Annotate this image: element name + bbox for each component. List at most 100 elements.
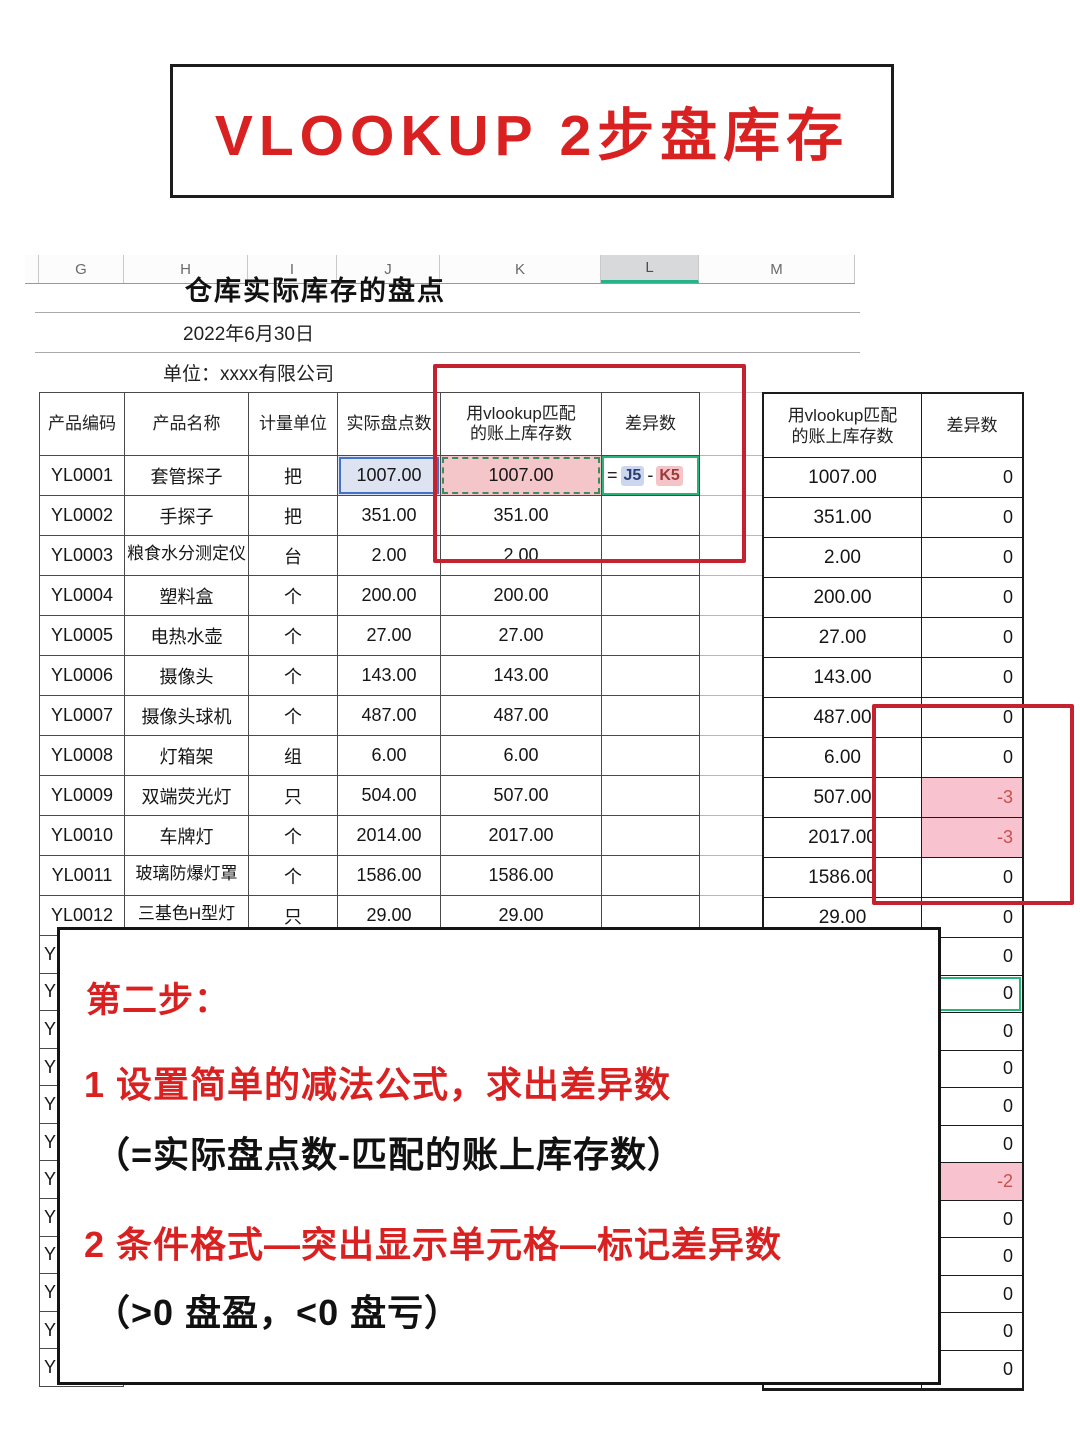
cell-name[interactable]: 灯箱架 [125, 736, 249, 776]
cell-unit[interactable]: 把 [249, 456, 338, 496]
cell-code[interactable]: YL0009 [40, 776, 125, 816]
panel-cell-diff[interactable]: -3 [922, 778, 1022, 818]
cell-book[interactable]: 200.00 [441, 576, 602, 616]
cell-code[interactable]: YL0011 [40, 856, 125, 896]
cell-actual[interactable]: 200.00 [338, 576, 441, 616]
cell-code[interactable]: YL0003 [40, 536, 125, 576]
panel-cell-diff[interactable]: 0 [922, 738, 1022, 778]
cell-unit[interactable]: 只 [249, 776, 338, 816]
cell-empty[interactable] [700, 736, 763, 776]
cell-diff[interactable] [602, 656, 700, 696]
cell-empty[interactable] [700, 856, 763, 896]
panel-cell-diff[interactable]: 0 [922, 618, 1022, 658]
cell-code[interactable]: YL0002 [40, 496, 125, 536]
cell-code[interactable]: YL0001 [40, 456, 125, 496]
cell-actual[interactable]: 351.00 [338, 496, 441, 536]
cell-diff[interactable] [602, 496, 700, 536]
column-header-L[interactable]: L [601, 255, 699, 283]
cell-book[interactable]: 2017.00 [441, 816, 602, 856]
column-header-J[interactable]: J [337, 255, 440, 283]
cell-book[interactable]: 2.00 [441, 536, 602, 576]
cell-actual[interactable]: 2.00 [338, 536, 441, 576]
panel-cell-book[interactable]: 27.00 [764, 618, 922, 658]
panel-cell-book[interactable]: 2017.00 [764, 818, 922, 858]
panel-cell-diff[interactable]: 0 [922, 538, 1022, 578]
cell-empty[interactable] [700, 616, 763, 656]
cell-diff[interactable] [602, 856, 700, 896]
cell-diff[interactable] [602, 736, 700, 776]
cell-unit[interactable]: 台 [249, 536, 338, 576]
cell-name[interactable]: 粮食水分测定仪 [125, 536, 249, 576]
cell-actual[interactable]: 143.00 [338, 656, 441, 696]
cell-name[interactable]: 塑料盒 [125, 576, 249, 616]
cell-diff[interactable] [602, 696, 700, 736]
panel-cell-book[interactable]: 2.00 [764, 538, 922, 578]
cell-name[interactable]: 套管探子 [125, 456, 249, 496]
cell-book[interactable]: 487.00 [441, 696, 602, 736]
panel-cell-diff[interactable]: 0 [922, 578, 1022, 618]
cell-empty[interactable] [700, 696, 763, 736]
column-header-M[interactable]: M [699, 255, 855, 283]
cell-name[interactable]: 车牌灯 [125, 816, 249, 856]
cell-diff[interactable]: = J5- K5 [602, 456, 700, 496]
cell-diff[interactable] [602, 576, 700, 616]
cell-diff[interactable] [602, 536, 700, 576]
cell-unit[interactable]: 组 [249, 736, 338, 776]
panel-cell-book[interactable]: 487.00 [764, 698, 922, 738]
cell-diff[interactable] [602, 776, 700, 816]
panel-cell-book[interactable]: 143.00 [764, 658, 922, 698]
cell-name[interactable]: 摄像头 [125, 656, 249, 696]
panel-cell-book[interactable]: 6.00 [764, 738, 922, 778]
cell-unit[interactable]: 个 [249, 616, 338, 656]
cell-unit[interactable]: 个 [249, 856, 338, 896]
cell-code[interactable]: YL0008 [40, 736, 125, 776]
column-header-H[interactable]: H [124, 255, 248, 283]
cell-empty[interactable] [700, 656, 763, 696]
panel-cell-diff[interactable]: -3 [922, 818, 1022, 858]
panel-cell-diff[interactable]: 0 [922, 498, 1022, 538]
cell-empty[interactable] [700, 816, 763, 856]
cell-empty[interactable] [700, 776, 763, 816]
cell-book[interactable]: 1007.00 [441, 456, 602, 496]
panel-cell-book[interactable]: 351.00 [764, 498, 922, 538]
cell-name[interactable]: 摄像头球机 [125, 696, 249, 736]
cell-name[interactable]: 双端荧光灯 [125, 776, 249, 816]
cell-actual[interactable]: 487.00 [338, 696, 441, 736]
panel-cell-book[interactable]: 1586.00 [764, 858, 922, 898]
cell-book[interactable]: 27.00 [441, 616, 602, 656]
cell-diff[interactable] [602, 816, 700, 856]
panel-cell-book[interactable]: 1007.00 [764, 458, 922, 498]
cell-unit[interactable]: 个 [249, 816, 338, 856]
cell-actual[interactable]: 1586.00 [338, 856, 441, 896]
column-header-K[interactable]: K [440, 255, 601, 283]
cell-name[interactable]: 手探子 [125, 496, 249, 536]
cell-name[interactable]: 玻璃防爆灯罩 [125, 856, 249, 896]
cell-empty[interactable] [700, 496, 763, 536]
cell-code[interactable]: YL0004 [40, 576, 125, 616]
column-header-G[interactable]: G [39, 255, 124, 283]
cell-unit[interactable]: 个 [249, 656, 338, 696]
cell-unit[interactable]: 个 [249, 576, 338, 616]
cell-empty[interactable] [700, 536, 763, 576]
cell-book[interactable]: 507.00 [441, 776, 602, 816]
cell-empty[interactable] [700, 576, 763, 616]
panel-cell-book[interactable]: 507.00 [764, 778, 922, 818]
panel-cell-diff[interactable]: 0 [922, 458, 1022, 498]
cell-code[interactable]: YL0005 [40, 616, 125, 656]
cell-actual[interactable]: 504.00 [338, 776, 441, 816]
panel-cell-diff[interactable]: 0 [922, 698, 1022, 738]
cell-unit[interactable]: 把 [249, 496, 338, 536]
cell-empty[interactable] [700, 456, 763, 496]
cell-unit[interactable]: 个 [249, 696, 338, 736]
cell-actual[interactable]: 6.00 [338, 736, 441, 776]
cell-diff[interactable] [602, 616, 700, 656]
panel-cell-diff[interactable]: 0 [922, 658, 1022, 698]
cell-actual[interactable]: 27.00 [338, 616, 441, 656]
panel-cell-diff[interactable]: 0 [922, 858, 1022, 898]
cell-code[interactable]: YL0010 [40, 816, 125, 856]
cell-book[interactable]: 143.00 [441, 656, 602, 696]
cell-code[interactable]: YL0006 [40, 656, 125, 696]
cell-book[interactable]: 1586.00 [441, 856, 602, 896]
cell-name[interactable]: 电热水壶 [125, 616, 249, 656]
cell-book[interactable]: 351.00 [441, 496, 602, 536]
